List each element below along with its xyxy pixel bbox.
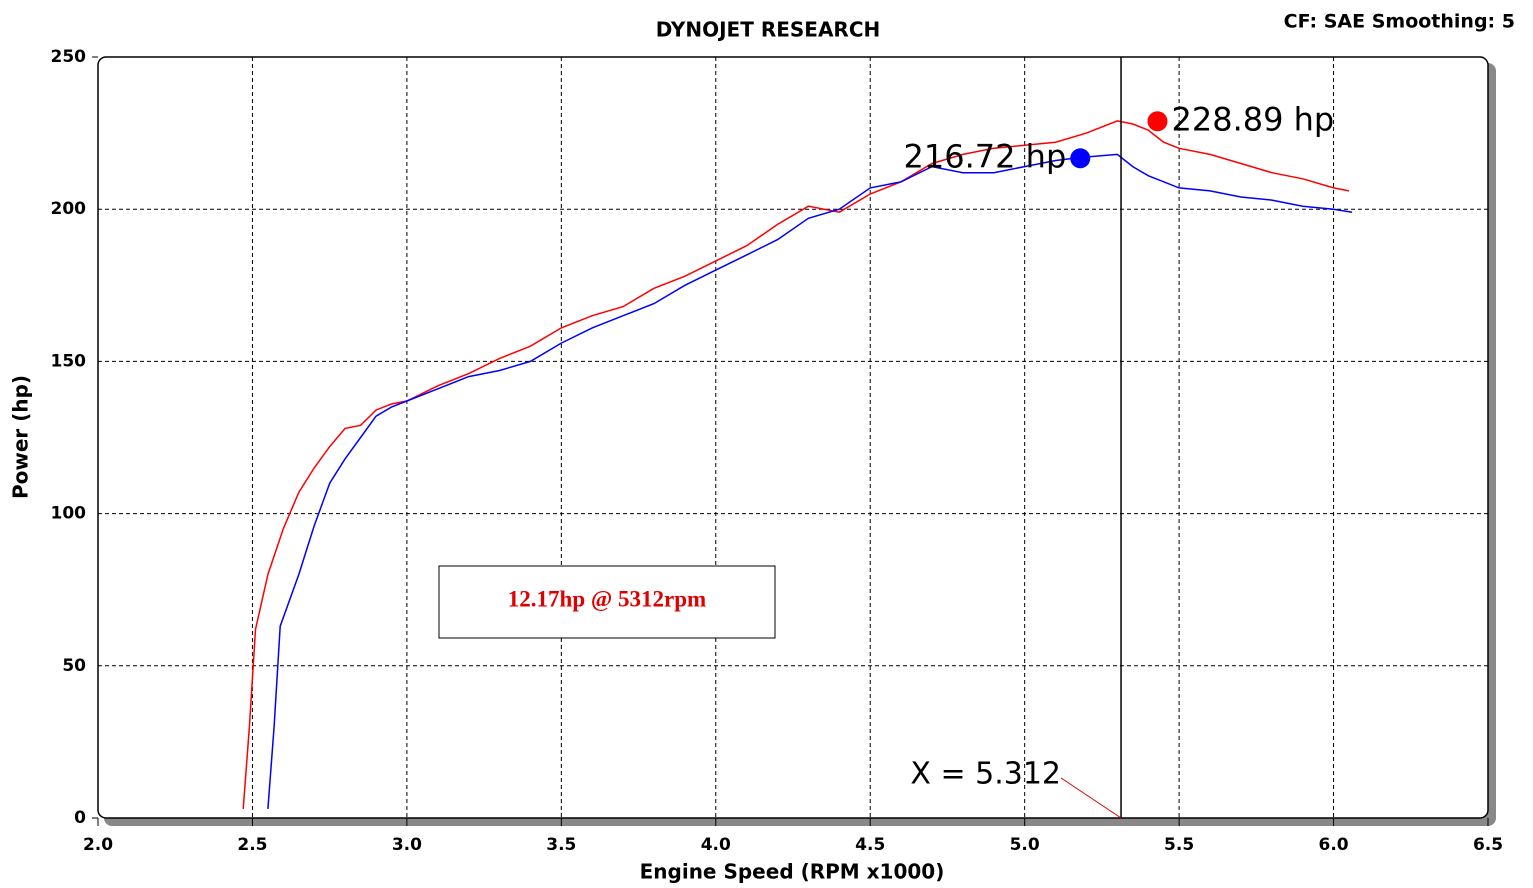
peak-label: 216.72 hp: [904, 137, 1067, 175]
y-tick-label: 50: [62, 656, 86, 676]
y-tick-label: 200: [51, 199, 87, 219]
chart-title: DYNOJET RESEARCH: [656, 18, 881, 42]
x-tick-label: 6.5: [1473, 835, 1503, 855]
cursor-label: X = 5.312: [910, 757, 1061, 792]
x-tick-label: 4.5: [855, 835, 885, 855]
x-tick-label: 2.5: [237, 835, 267, 855]
annotation-box: [438, 565, 776, 639]
x-tick-label: 5.5: [1164, 835, 1194, 855]
x-tick-label: 5.0: [1010, 835, 1040, 855]
y-tick-label: 100: [51, 504, 87, 524]
x-tick-label: 3.5: [546, 835, 576, 855]
peak-marker: [1147, 111, 1168, 132]
chart-subtitle: CF: SAE Smoothing: 5: [1284, 11, 1515, 33]
plot-frame: [97, 56, 1489, 819]
x-tick-label: 6.0: [1318, 835, 1348, 855]
y-tick-label: 0: [74, 808, 86, 828]
x-tick-label: 3.0: [392, 835, 422, 855]
peak-marker: [1070, 148, 1091, 169]
series-line: [267, 153, 1353, 809]
x-tick-label: 2.0: [83, 835, 113, 855]
x-tick-label: 4.0: [701, 835, 731, 855]
x-axis-label: Engine Speed (RPM x1000): [640, 860, 945, 884]
y-tick-label: 150: [51, 351, 87, 371]
cursor-leader: [1060, 777, 1122, 819]
y-tick-label: 250: [51, 47, 87, 67]
peak-label: 228.89 hp: [1171, 100, 1334, 138]
y-axis-label: Power (hp): [9, 375, 33, 499]
annotation-text: 12.17hp @ 5312rpm: [508, 586, 706, 612]
series-line: [242, 120, 1350, 809]
